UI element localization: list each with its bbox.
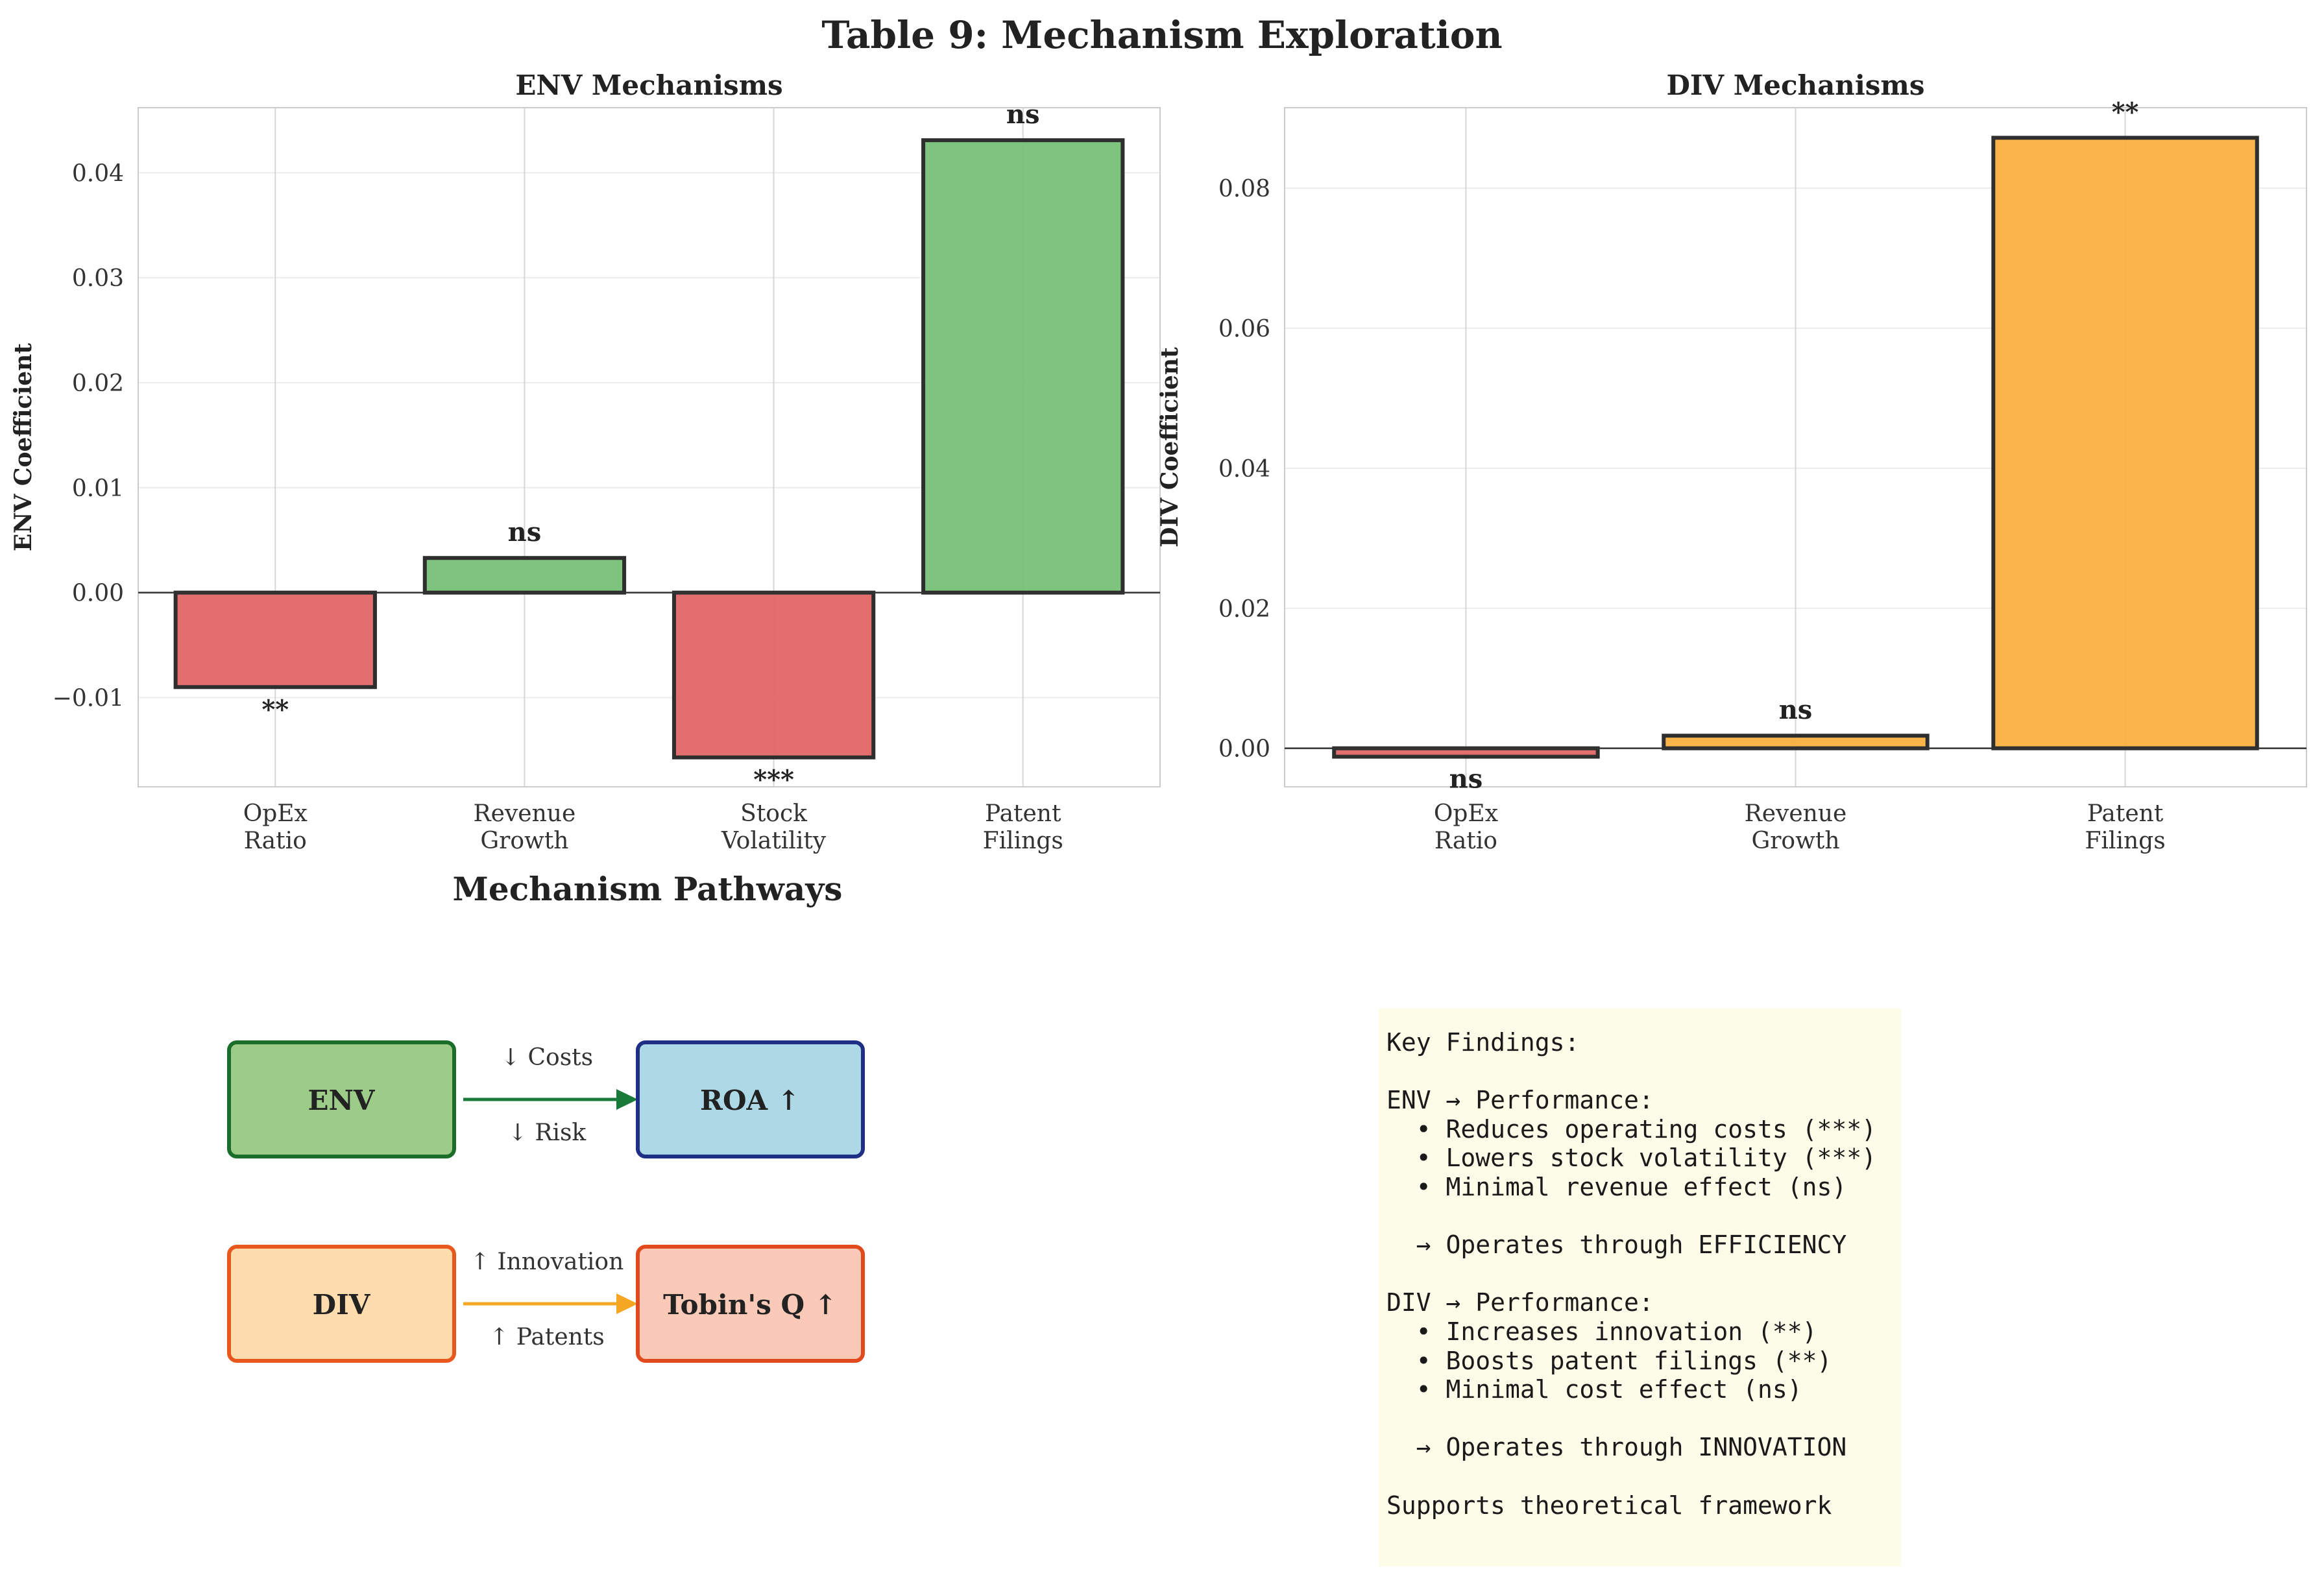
y-tick-label: 0.08	[1218, 176, 1270, 202]
x-tick-label: Patent Filings	[983, 800, 1063, 854]
y-tick-label: 0.02	[1218, 596, 1270, 623]
y-tick-label: 0.00	[1218, 736, 1270, 763]
div-source-label: DIV	[313, 1289, 371, 1321]
x-tick-label: Patent Filings	[2085, 800, 2165, 854]
div-label-bottom: ↑ Patents	[489, 1324, 605, 1350]
significance-label: **	[261, 694, 289, 725]
finding-line: • Lowers stock volatility (***)	[1386, 1144, 1876, 1173]
chart-0: −0.01 0.00 0.01 0.02 0.03 0.04 ** ns *** ns OpEx Ra…	[10, 69, 1161, 854]
significance-label: ns	[1779, 695, 1813, 725]
plot-frame	[138, 107, 1161, 787]
y-tick-label: 0.03	[72, 265, 124, 292]
bar	[422, 556, 627, 595]
finding-line: Key Findings:	[1386, 1028, 1580, 1057]
bar	[921, 138, 1125, 595]
x-tick-label: Revenue Growth	[474, 800, 576, 854]
bar	[1662, 734, 1930, 750]
pathway-title: Mechanism Pathways	[453, 870, 843, 908]
env-source-box	[227, 1040, 456, 1158]
finding-line: Supports theoretical framework	[1386, 1491, 1832, 1520]
finding-line: DIV → Performance:	[1386, 1288, 1654, 1317]
finding-line	[1386, 1260, 1901, 1289]
finding-line	[1386, 1462, 1901, 1491]
finding-line: • Minimal revenue effect (ns)	[1386, 1172, 1847, 1201]
y-tick-label: 0.04	[1218, 456, 1270, 483]
bar	[1991, 136, 2259, 750]
finding-line	[1386, 1202, 1901, 1231]
env-source-label: ENV	[308, 1085, 376, 1116]
y-tick-label: −0.01	[53, 685, 124, 712]
y-tick-label: 0.04	[72, 160, 124, 187]
plot-frame	[1284, 107, 2307, 787]
finding-line	[1386, 1057, 1901, 1086]
env-target-label: ROA ↑	[700, 1085, 800, 1116]
significance-label: ns	[1006, 99, 1040, 130]
finding-line	[1386, 1404, 1901, 1433]
x-tick-label: OpEx Ratio	[243, 800, 308, 854]
bar	[672, 590, 876, 760]
finding-line: • Minimal cost effect (ns)	[1386, 1375, 1802, 1404]
env-label-top: ↓ Costs	[501, 1044, 593, 1071]
env-target-box	[636, 1040, 865, 1158]
finding-line: ENV → Performance:	[1386, 1086, 1654, 1115]
charts-canvas: Mechanism Pathways −0.01 0.00 0.01 0.02 0.03…	[10, 69, 2307, 908]
div-target-box	[636, 1245, 865, 1363]
y-axis-label: DIV Coefficient	[1156, 347, 1183, 547]
x-tick-label: Revenue Growth	[1745, 800, 1847, 854]
y-tick-label: 0.01	[72, 475, 124, 502]
pathway-canvas: ENV ↓ Costs ↓ Risk ROA ↑ DIV ↑ Innovatio…	[227, 1040, 865, 1363]
finding-line: → Operates through INNOVATION	[1386, 1433, 1847, 1462]
finding-line: • Increases innovation (**)	[1386, 1317, 1817, 1346]
y-axis-label: ENV Coefficient	[10, 343, 37, 551]
env-arrow-head	[616, 1089, 638, 1110]
significance-label: ns	[1449, 764, 1483, 795]
page-title: Table 9: Mechanism Exploration	[821, 13, 1503, 57]
significance-label: **	[2112, 97, 2139, 127]
div-label-top: ↑ Innovation	[470, 1249, 624, 1275]
div-arrow-head	[616, 1293, 638, 1314]
significance-label: ***	[753, 765, 794, 795]
div-source-box	[227, 1245, 456, 1363]
y-tick-label: 0.06	[1218, 316, 1270, 342]
x-tick-label: OpEx Ratio	[1434, 800, 1498, 854]
chart-title: ENV Mechanisms	[515, 69, 782, 101]
finding-line: • Reduces operating costs (***)	[1386, 1114, 1876, 1144]
chart-title: DIV Mechanisms	[1666, 69, 1924, 101]
x-tick-label: Stock Volatility	[721, 800, 827, 854]
y-tick-label: 0.02	[72, 370, 124, 397]
bar	[1332, 746, 1600, 759]
chart-1: 0.00 0.02 0.04 0.06 0.08 ns ns ** OpEx Ratio Reven…	[1156, 69, 2307, 854]
finding-line: → Operates through EFFICIENCY	[1386, 1230, 1847, 1260]
significance-label: ns	[508, 517, 542, 547]
env-label-bottom: ↓ Risk	[508, 1120, 587, 1146]
div-target-label: Tobin's Q ↑	[663, 1289, 837, 1321]
bar	[173, 590, 377, 690]
pathway-diagram: Mechanism Pathways	[453, 870, 843, 908]
finding-line: • Boosts patent filings (**)	[1386, 1346, 1832, 1375]
key-findings-box: Key Findings: ENV → Performance: • Reduce…	[1379, 1009, 1901, 1566]
y-tick-label: 0.00	[72, 581, 124, 607]
